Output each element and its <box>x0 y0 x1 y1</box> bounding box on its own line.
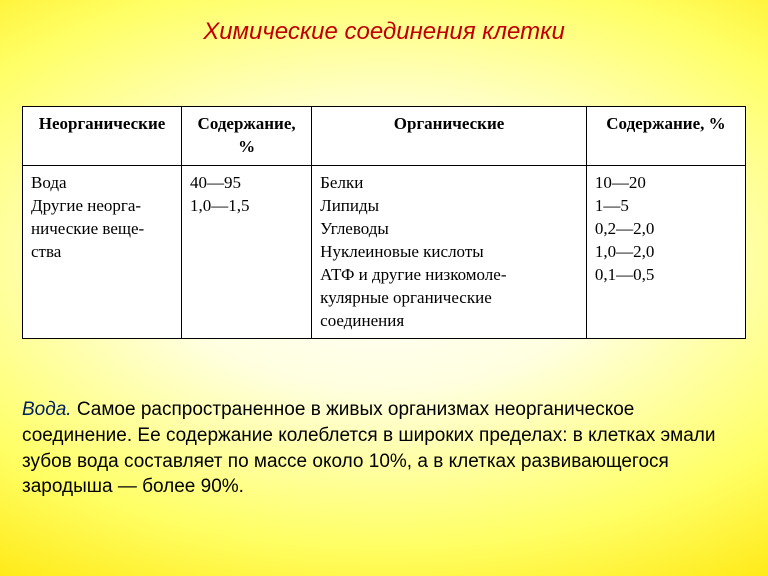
body-paragraph: Вода. Самое распространенное в живых орг… <box>22 397 746 500</box>
table-header-row: Неорганические Содержание, % Органически… <box>23 107 746 166</box>
compounds-table: Неорганические Содержание, % Органически… <box>22 106 746 339</box>
paragraph-lead: Вода. <box>22 399 72 420</box>
col-header-organic: Органические <box>312 107 587 166</box>
cell-organic-pct: 10—20 1—5 0,2—2,0 1,0—2,0 0,1—0,5 <box>586 165 745 339</box>
cell-inorganic: Вода Другие неорга- нические веще- ства <box>23 165 182 339</box>
cell-organic: Белки Липиды Углеводы Нуклеиновые кислот… <box>312 165 587 339</box>
col-header-organic-pct: Содержание, % <box>586 107 745 166</box>
cell-inorganic-pct: 40—95 1,0—1,5 <box>182 165 312 339</box>
table-container: Неорганические Содержание, % Органически… <box>22 106 746 339</box>
paragraph-text: Самое распространенное в живых организма… <box>22 399 716 497</box>
table-row: Вода Другие неорга- нические веще- ства … <box>23 165 746 339</box>
col-header-inorganic-pct: Содержание, % <box>182 107 312 166</box>
page-title: Химические соединения клетки <box>0 0 768 46</box>
col-header-inorganic: Неорганические <box>23 107 182 166</box>
